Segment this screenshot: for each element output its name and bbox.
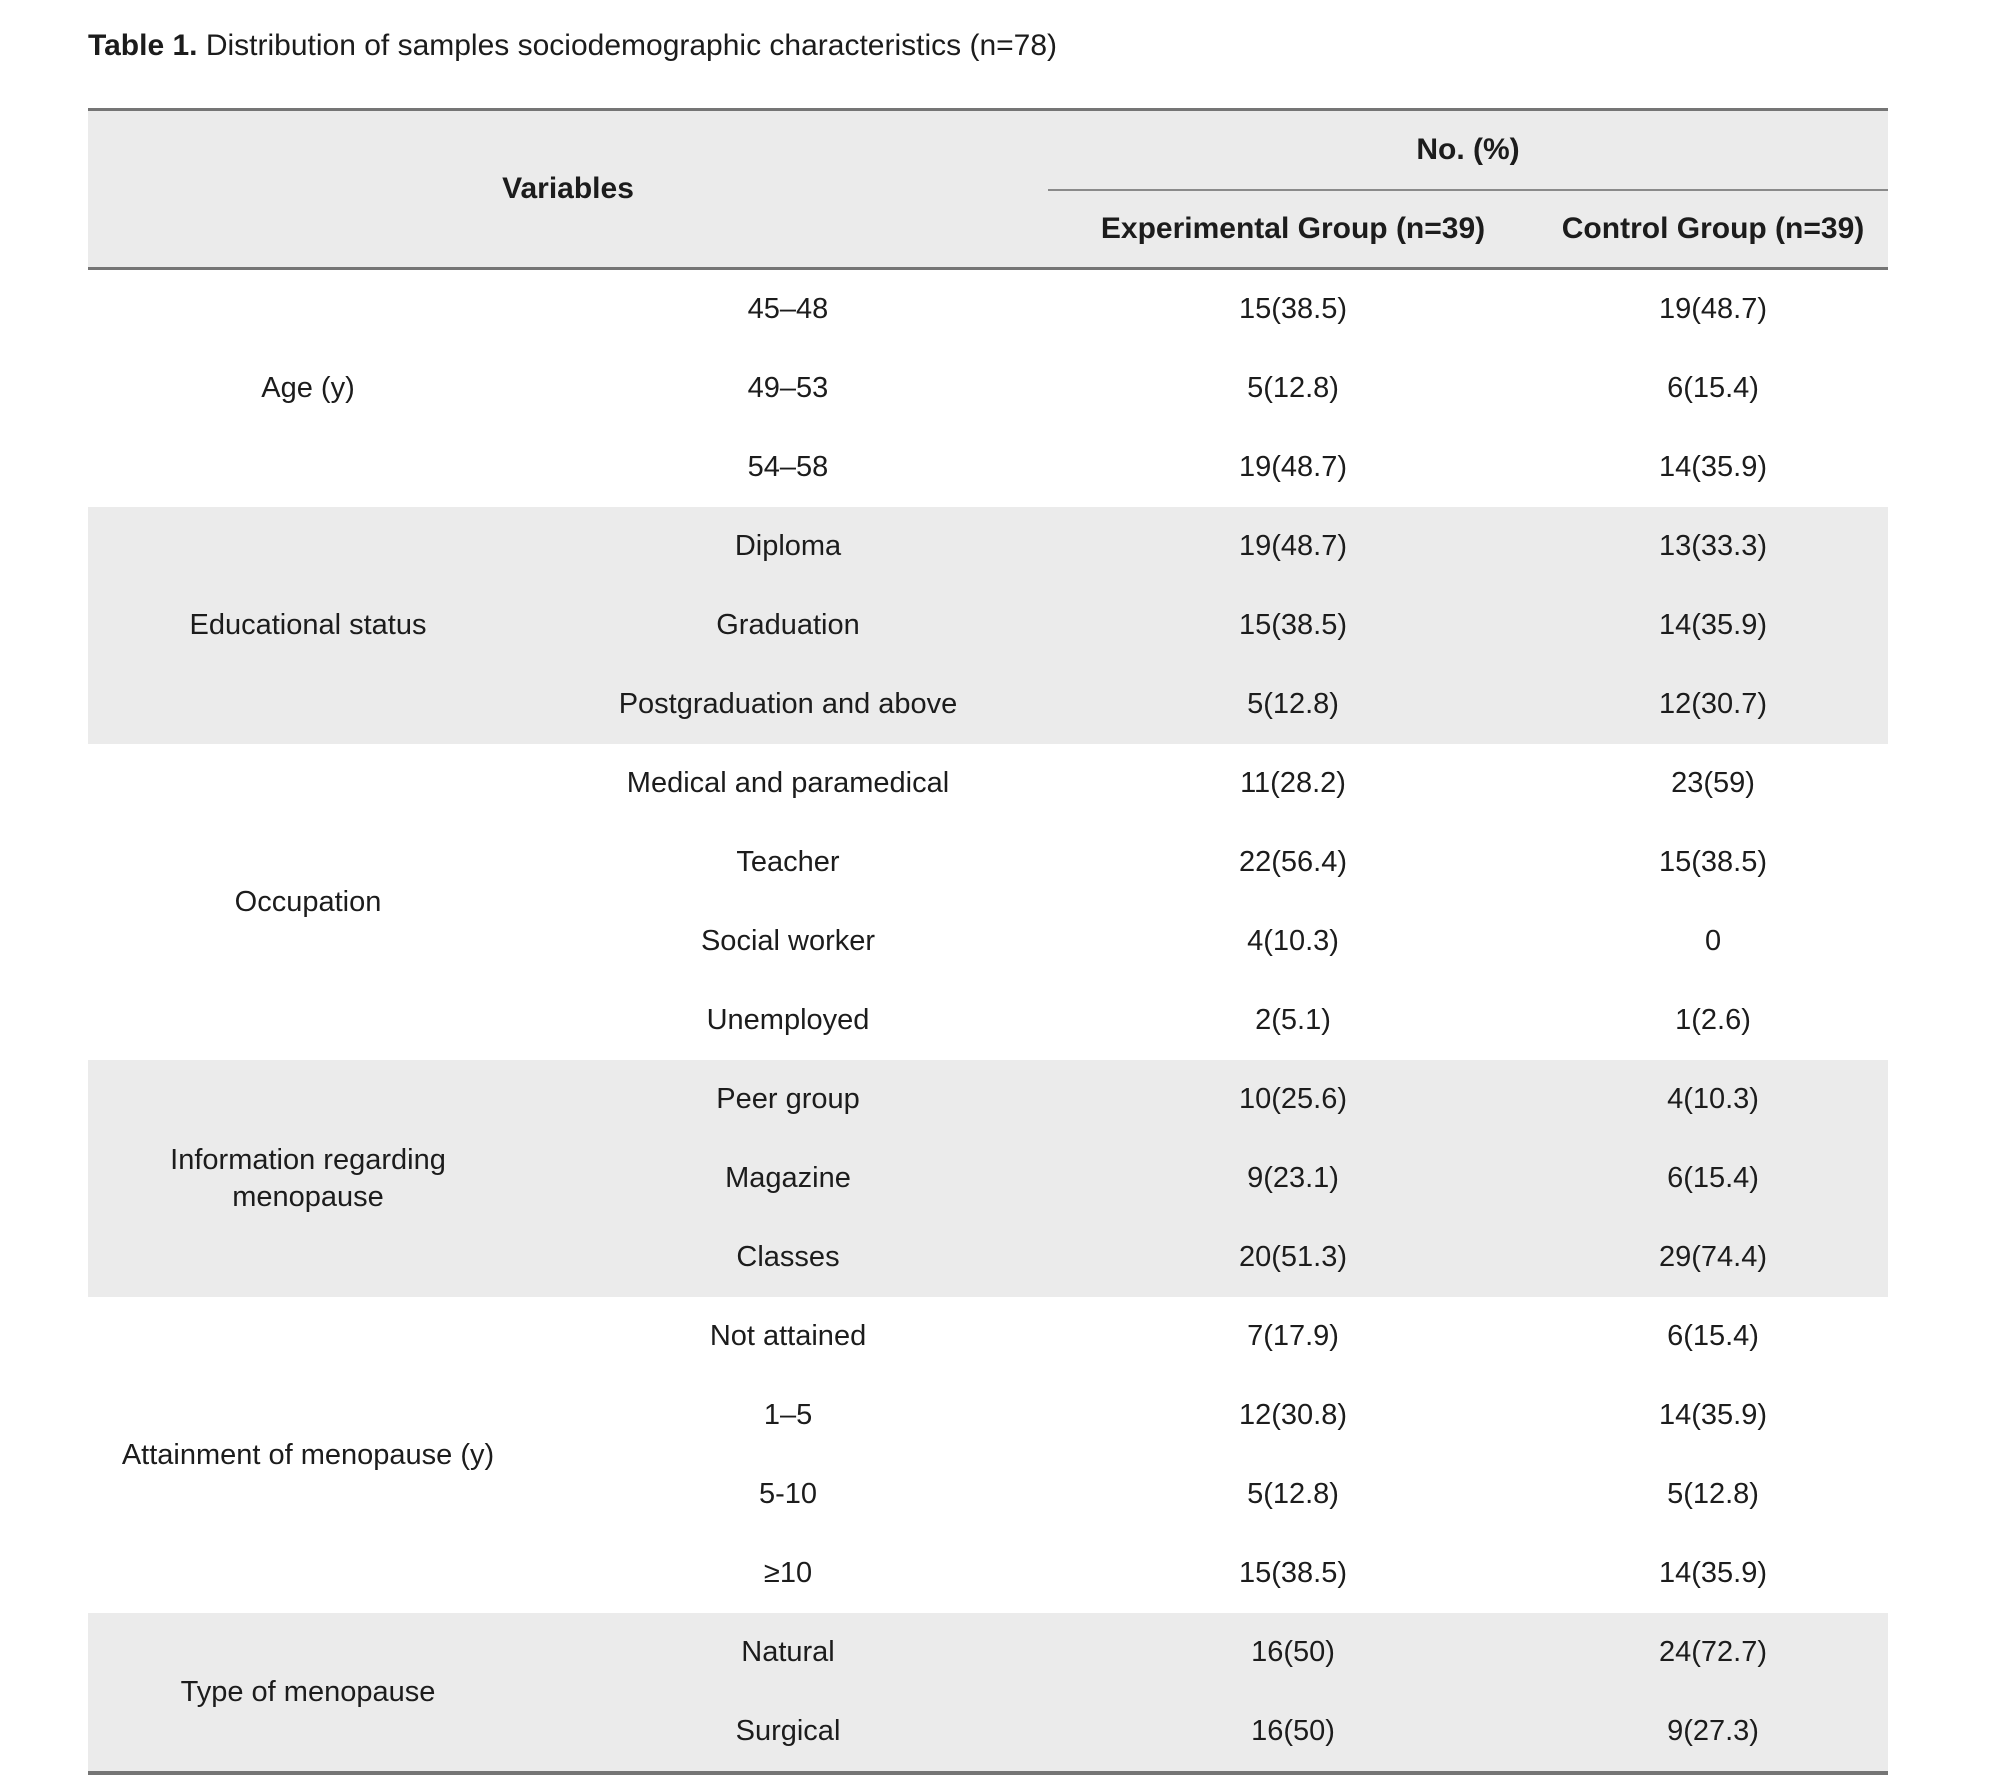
experimental-value-cell: 19(48.7) bbox=[1048, 428, 1539, 507]
experimental-value-cell: 9(23.1) bbox=[1048, 1139, 1539, 1218]
experimental-value-cell: 15(38.5) bbox=[1048, 586, 1539, 665]
table-caption: Table 1. Distribution of samples sociode… bbox=[88, 26, 1057, 65]
table-row: Teacher 22(56.4) 15(38.5) bbox=[88, 823, 1889, 902]
control-value-cell: 14(35.9) bbox=[1538, 428, 1889, 507]
control-value-cell: 5(12.8) bbox=[1538, 1455, 1889, 1534]
subcategory-cell: Peer group bbox=[528, 1060, 1049, 1139]
control-value-cell: 19(48.7) bbox=[1538, 268, 1889, 349]
category-cell: Occupation bbox=[88, 744, 528, 1060]
table-row: 49–53 5(12.8) 6(15.4) bbox=[88, 349, 1889, 428]
header-row-2: Experimental Group (n=39) Control Group … bbox=[88, 190, 1889, 269]
experimental-value-cell: 15(38.5) bbox=[1048, 268, 1539, 349]
experimental-value-cell: 10(25.6) bbox=[1048, 1060, 1539, 1139]
subcategory-cell: Surgical bbox=[528, 1692, 1049, 1773]
table-row: Unemployed 2(5.1) 1(2.6) bbox=[88, 981, 1889, 1060]
table-header: Variables No. (%) Experimental Group (n=… bbox=[88, 109, 1889, 269]
table-row: Age (y) 45–48 15(38.5) 19(48.7) bbox=[88, 268, 1889, 507]
subcategory-cell: ≥10 bbox=[528, 1534, 1049, 1613]
control-value-cell: 14(35.9) bbox=[1538, 1534, 1889, 1613]
category-cell: Educational status bbox=[88, 507, 528, 744]
table-caption-label: Table 1. bbox=[88, 29, 198, 62]
experimental-value-cell: 5(12.8) bbox=[1048, 349, 1539, 428]
subcategory-cell: Magazine bbox=[528, 1139, 1049, 1218]
subcategory-cell: 45–48 bbox=[528, 268, 1049, 349]
category-cell: Attainment of menopause (y) bbox=[88, 1297, 528, 1613]
table-row: ≥10 15(38.5) 14(35.9) bbox=[88, 1534, 1889, 1613]
subcategory-cell: 54–58 bbox=[528, 428, 1049, 507]
control-value-cell: 1(2.6) bbox=[1538, 981, 1889, 1060]
subcategory-cell: Postgraduation and above bbox=[528, 665, 1049, 744]
variables-header: Variables bbox=[88, 109, 1049, 269]
experimental-value-cell: 16(50) bbox=[1048, 1613, 1539, 1692]
table-row: Postgraduation and above 5(12.8) 12(30.7… bbox=[88, 665, 1889, 744]
experimental-value-cell: 19(48.7) bbox=[1048, 507, 1539, 586]
subcategory-cell: Teacher bbox=[528, 823, 1049, 902]
table-row: Social worker 4(10.3) 0 bbox=[88, 902, 1889, 981]
subcategory-cell: Classes bbox=[528, 1218, 1049, 1297]
table-row: Educational status Diploma 19(48.7) 13(3… bbox=[88, 507, 1889, 744]
subcategory-cell: 5-10 bbox=[528, 1455, 1049, 1534]
control-value-cell: 13(33.3) bbox=[1538, 507, 1889, 586]
control-value-cell: 12(30.7) bbox=[1538, 665, 1889, 744]
experimental-value-cell: 7(17.9) bbox=[1048, 1297, 1539, 1376]
subcategory-cell: Social worker bbox=[528, 902, 1049, 981]
category-cell: Information regarding menopause bbox=[88, 1060, 528, 1297]
subcategory-cell: 49–53 bbox=[528, 349, 1049, 428]
control-value-cell: 15(38.5) bbox=[1538, 823, 1889, 902]
control-value-cell: 14(35.9) bbox=[1538, 586, 1889, 665]
experimental-value-cell: 12(30.8) bbox=[1048, 1376, 1539, 1455]
table-row: 5-10 5(12.8) 5(12.8) bbox=[88, 1455, 1889, 1534]
table-row: Attainment of menopause (y) Not attained… bbox=[88, 1297, 1889, 1613]
experimental-value-cell: 16(50) bbox=[1048, 1692, 1539, 1773]
control-value-cell: 24(72.7) bbox=[1538, 1613, 1889, 1692]
table-row: 1–5 12(30.8) 14(35.9) bbox=[88, 1376, 1889, 1455]
table-row: 54–58 19(48.7) 14(35.9) bbox=[88, 428, 1889, 507]
control-value-cell: 6(15.4) bbox=[1538, 1139, 1889, 1218]
subcategory-cell: Medical and paramedical bbox=[528, 744, 1049, 823]
experimental-value-cell: 20(51.3) bbox=[1048, 1218, 1539, 1297]
header-row-1: Variables No. (%) bbox=[88, 109, 1889, 269]
control-value-cell: 29(74.4) bbox=[1538, 1218, 1889, 1297]
control-value-cell: 6(15.4) bbox=[1538, 1297, 1889, 1376]
table-row: Surgical 16(50) 9(27.3) bbox=[88, 1692, 1889, 1773]
table-row: Information regarding menopause Peer gro… bbox=[88, 1060, 1889, 1297]
category-cell: Type of menopause bbox=[88, 1613, 528, 1773]
subcategory-cell: Unemployed bbox=[528, 981, 1049, 1060]
experimental-value-cell: 15(38.5) bbox=[1048, 1534, 1539, 1613]
table-row: Graduation 15(38.5) 14(35.9) bbox=[88, 586, 1889, 665]
subcategory-cell: Not attained bbox=[528, 1297, 1049, 1376]
subcategory-cell: Graduation bbox=[528, 586, 1049, 665]
experimental-group-header: Experimental Group (n=39) bbox=[1048, 190, 1539, 269]
table-row: Classes 20(51.3) 29(74.4) bbox=[88, 1218, 1889, 1297]
experimental-value-cell: 4(10.3) bbox=[1048, 902, 1539, 981]
experimental-value-cell: 11(28.2) bbox=[1048, 744, 1539, 823]
subcategory-cell: Diploma bbox=[528, 507, 1049, 586]
subcategory-cell: 1–5 bbox=[528, 1376, 1049, 1455]
sociodemographic-table: Variables No. (%) Experimental Group (n=… bbox=[88, 108, 1889, 1775]
table-row: Magazine 9(23.1) 6(15.4) bbox=[88, 1139, 1889, 1218]
control-value-cell: 6(15.4) bbox=[1538, 349, 1889, 428]
experimental-value-cell: 22(56.4) bbox=[1048, 823, 1539, 902]
control-value-cell: 14(35.9) bbox=[1538, 1376, 1889, 1455]
no-percent-header: No. (%) bbox=[1048, 109, 1889, 191]
table-row: Type of menopause Natural 16(50) 24(72.7… bbox=[88, 1613, 1889, 1773]
experimental-value-cell: 2(5.1) bbox=[1048, 981, 1539, 1060]
control-value-cell: 0 bbox=[1538, 902, 1889, 981]
experimental-value-cell: 5(12.8) bbox=[1048, 1455, 1539, 1534]
experimental-value-cell: 5(12.8) bbox=[1048, 665, 1539, 744]
table-row: Occupation Medical and paramedical 11(28… bbox=[88, 744, 1889, 1060]
control-value-cell: 4(10.3) bbox=[1538, 1060, 1889, 1139]
category-cell: Age (y) bbox=[88, 268, 528, 507]
control-value-cell: 23(59) bbox=[1538, 744, 1889, 823]
subcategory-cell: Natural bbox=[528, 1613, 1049, 1692]
control-value-cell: 9(27.3) bbox=[1538, 1692, 1889, 1773]
table-caption-text: Distribution of samples sociodemographic… bbox=[197, 29, 1058, 62]
control-group-header: Control Group (n=39) bbox=[1538, 190, 1889, 269]
